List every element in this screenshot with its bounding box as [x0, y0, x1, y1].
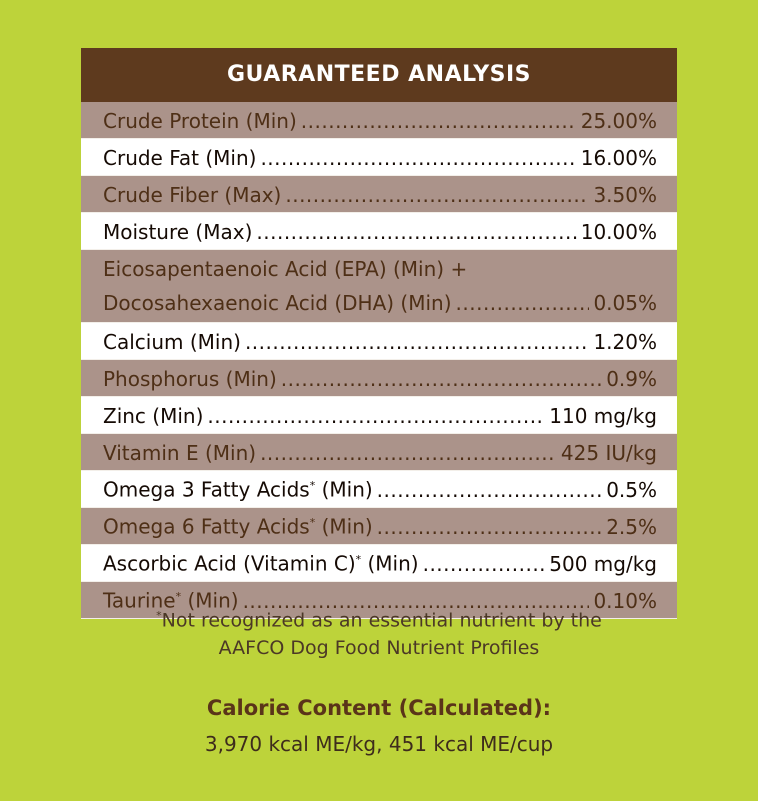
table-row: Zinc (Min) 110 mg/kg	[81, 397, 677, 434]
footnote: *Not recognized as an essential nutrient…	[0, 602, 758, 662]
table-row: Crude Protein (Min) 25.00%	[81, 102, 677, 139]
row-value: 16.00%	[580, 146, 657, 170]
leader-dots	[256, 215, 576, 249]
footnote-text: Not recognized as an essential nutrient …	[161, 609, 602, 632]
row-label: Crude Fat (Min)	[103, 146, 257, 170]
asterisk-marker: *	[175, 590, 182, 604]
calorie-value: 3,970 kcal ME/kg, 451 kcal ME/cup	[204, 732, 554, 756]
row-label: Omega 3 Fatty Acids* (Min)	[103, 469, 373, 507]
panel-title: GUARANTEED ANALYSIS	[81, 48, 677, 102]
row-value: 110 mg/kg	[549, 404, 657, 428]
row-label: Crude Protein (Min)	[103, 109, 297, 133]
row-value: 2.5%	[606, 515, 657, 539]
table-row: Omega 3 Fatty Acids* (Min) 0.5%	[81, 471, 677, 508]
row-label-suffix: (Min)	[315, 478, 373, 502]
row-value: 10.00%	[580, 220, 657, 244]
asterisk-marker: *	[309, 479, 316, 493]
row-label: Phosphorus (Min)	[103, 367, 277, 391]
asterisk-marker: *	[355, 553, 362, 567]
leader-dots	[301, 104, 577, 138]
table-row: Ascorbic Acid (Vitamin C)* (Min) 500 mg/…	[81, 545, 677, 582]
footnote-line2: AAFCO Dog Food Nutrient Profiles	[218, 637, 540, 660]
table-row: Phosphorus (Min) 0.9%	[81, 360, 677, 397]
row-value: 25.00%	[580, 109, 657, 133]
leader-dots	[207, 399, 545, 433]
row-label-text: Taurine	[103, 589, 176, 613]
row-label-text: Omega 6 Fatty Acids	[103, 515, 310, 539]
row-value: 0.9%	[606, 367, 657, 391]
leader-dots	[456, 286, 590, 320]
row-label-suffix: (Min)	[361, 552, 419, 576]
table-row: Calcium (Min) 1.20%	[81, 323, 677, 360]
leader-dots	[260, 141, 576, 175]
row-label: Moisture (Max)	[103, 220, 253, 244]
row-label-line1: Eicosapentaenoic Acid (EPA) (Min) +	[103, 257, 468, 281]
row-value: 0.10%	[593, 589, 657, 613]
row-label-text: Ascorbic Acid (Vitamin C)	[103, 552, 356, 576]
row-label: Taurine* (Min)	[103, 580, 239, 618]
leader-dots	[377, 510, 603, 544]
row-label: Calcium (Min)	[103, 330, 241, 354]
row-value: 0.05%	[593, 291, 657, 315]
table-row: Taurine* (Min) 0.10%	[81, 582, 677, 619]
row-label: Zinc (Min)	[103, 404, 204, 428]
leader-dots	[285, 178, 589, 212]
leader-dots	[423, 547, 546, 581]
guaranteed-analysis-panel: GUARANTEED ANALYSIS Crude Protein (Min) …	[81, 48, 677, 619]
row-value: 0.5%	[606, 478, 657, 502]
row-value: 500 mg/kg	[549, 552, 657, 576]
row-label: Ascorbic Acid (Vitamin C)* (Min)	[103, 543, 419, 581]
leader-dots	[377, 473, 603, 507]
table-row: Moisture (Max) 10.00%	[81, 213, 677, 250]
row-value: 425 IU/kg	[560, 441, 657, 465]
table-row: Eicosapentaenoic Acid (EPA) (Min) + Doco…	[81, 250, 677, 323]
row-value: 1.20%	[593, 330, 657, 354]
table-row: Vitamin E (Min) 425 IU/kg	[81, 434, 677, 471]
leader-dots	[245, 325, 590, 359]
footnote-line1: *Not recognized as an essential nutrient…	[0, 602, 758, 634]
row-line2: Docosahexaenoic Acid (DHA) (Min) 0.05%	[103, 286, 657, 320]
asterisk-marker: *	[309, 516, 316, 530]
row-label: Omega 6 Fatty Acids* (Min)	[103, 506, 373, 544]
leader-dots	[281, 362, 602, 396]
row-label: Vitamin E (Min)	[103, 441, 257, 465]
row-label: Crude Fiber (Max)	[103, 183, 282, 207]
asterisk-marker: *	[156, 609, 162, 622]
table-row: Omega 6 Fatty Acids* (Min) 2.5%	[81, 508, 677, 545]
row-label-suffix: (Min)	[315, 515, 373, 539]
row-label: Docosahexaenoic Acid (DHA) (Min)	[103, 291, 452, 315]
row-label-suffix: (Min)	[181, 589, 239, 613]
calorie-title: Calorie Content (Calculated):	[206, 696, 552, 720]
table-row: Crude Fat (Min) 16.00%	[81, 139, 677, 176]
table-row: Crude Fiber (Max) 3.50%	[81, 176, 677, 213]
row-label-text: Omega 3 Fatty Acids	[103, 478, 310, 502]
row-value: 3.50%	[593, 183, 657, 207]
leader-dots	[260, 436, 557, 470]
